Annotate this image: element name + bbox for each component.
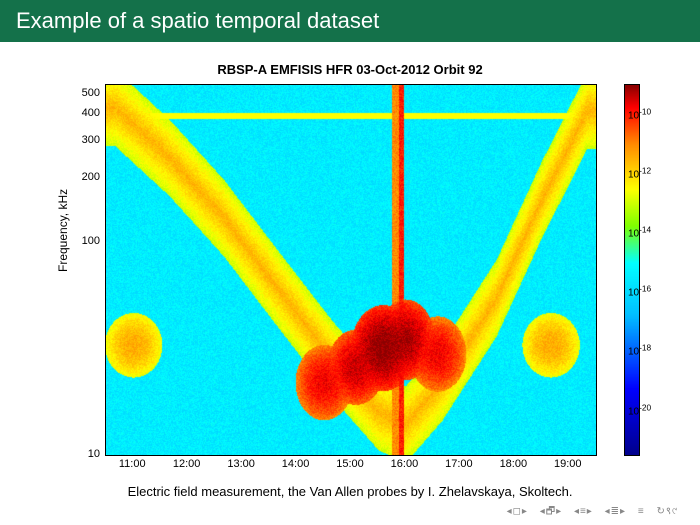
y-tick: 100 [70, 235, 100, 247]
nav-first-icon[interactable]: ◂◻▸ [507, 506, 528, 517]
nav-refresh-icon[interactable]: ↻९୯ [656, 506, 678, 517]
colorbar-tick: 10-20 [628, 402, 651, 417]
nav-next-icon[interactable]: ◂≣▸ [605, 506, 626, 517]
y-tick: 500 [70, 87, 100, 99]
x-tick: 15:00 [332, 458, 368, 470]
colorbar-tick: 10-12 [628, 165, 651, 180]
y-tick: 300 [70, 134, 100, 146]
x-tick: 18:00 [495, 458, 531, 470]
slide-title: Example of a spatio temporal dataset [16, 8, 379, 34]
beamer-nav[interactable]: ◂◻▸ ◂🗗▸ ◂≡▸ ◂≣▸ ≡ ↻९୯ [503, 503, 682, 521]
colorbar-tick: 10-14 [628, 224, 651, 239]
x-tick: 19:00 [550, 458, 586, 470]
nav-prev-icon[interactable]: ◂🗗▸ [540, 506, 562, 517]
chart: RBSP-A EMFISIS HFR 03-Oct-2012 Orbit 92 … [50, 62, 650, 482]
colorbar-tick: 10-18 [628, 343, 651, 358]
slide-body: RBSP-A EMFISIS HFR 03-Oct-2012 Orbit 92 … [0, 42, 700, 525]
colorbar-tick: 10-16 [628, 284, 651, 299]
nav-sect-icon[interactable]: ◂≡▸ [574, 506, 593, 517]
y-tick: 200 [70, 171, 100, 183]
x-tick: 11:00 [114, 458, 150, 470]
chart-title: RBSP-A EMFISIS HFR 03-Oct-2012 Orbit 92 [50, 62, 650, 77]
colorbar-tick: 10-10 [628, 106, 651, 121]
x-tick: 14:00 [278, 458, 314, 470]
x-tick: 12:00 [169, 458, 205, 470]
y-tick: 400 [70, 107, 100, 119]
title-bar: Example of a spatio temporal dataset [0, 0, 700, 42]
x-tick: 13:00 [223, 458, 259, 470]
y-tick: 10 [70, 448, 100, 460]
nav-end-icon[interactable]: ≡ [638, 506, 645, 517]
y-axis-label: Frequency, kHz [56, 189, 70, 272]
caption: Electric field measurement, the Van Alle… [0, 484, 700, 499]
spectrogram-canvas [106, 85, 596, 455]
colorbar-canvas [625, 85, 639, 455]
colorbar [624, 84, 640, 456]
plot-area [105, 84, 597, 456]
x-tick: 17:00 [441, 458, 477, 470]
x-tick: 16:00 [386, 458, 422, 470]
